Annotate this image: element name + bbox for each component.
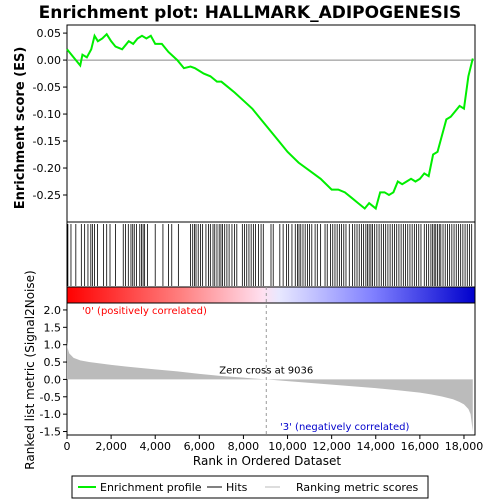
rank-color-bar — [66, 286, 476, 304]
positive-label: '0' (positively correlated) — [82, 306, 207, 317]
es-ytick-label: -0.10 — [33, 108, 61, 121]
es-ytick-label: -0.05 — [33, 81, 61, 94]
x-axis-label: Rank in Ordered Dataset — [193, 454, 341, 468]
enrichment-profile-line — [66, 32, 474, 211]
x-tick-label: 2,000 — [95, 440, 127, 453]
legend-hits-label: Hits — [226, 481, 248, 494]
metric-ytick-label: -1.5 — [40, 426, 61, 439]
metric-ytick-label: -1.0 — [40, 408, 61, 421]
chart-title: Enrichment plot: HALLMARK_ADIPOGENESIS — [39, 3, 462, 23]
x-tick-label: 6,000 — [184, 440, 216, 453]
es-axis-label: Enrichment score (ES) — [13, 47, 28, 210]
x-tick-label: 0 — [64, 440, 71, 453]
metric-ytick-label: -0.5 — [40, 391, 61, 404]
x-tick-label: 8,000 — [228, 440, 260, 453]
es-ytick-label: 0.05 — [37, 27, 62, 40]
x-tick-label: 4,000 — [139, 440, 171, 453]
negative-label: '3' (negatively correlated) — [280, 422, 409, 433]
metric-ytick-label: 0.0 — [44, 373, 62, 386]
es-ytick-label: -0.25 — [33, 189, 61, 202]
metric-ytick-label: 1.5 — [44, 321, 62, 334]
legend — [71, 475, 429, 499]
metric-ytick-label: 1.0 — [44, 339, 62, 352]
x-tick-label: 10,000 — [268, 440, 307, 453]
metric-ytick-label: 2.0 — [44, 304, 62, 317]
x-tick-label: 18,000 — [445, 440, 484, 453]
x-tick-label: 16,000 — [401, 440, 440, 453]
legend-metric-label: Ranking metric scores — [296, 481, 418, 494]
metric-ytick-label: 0.5 — [44, 356, 62, 369]
zero-cross-label: Zero cross at 9036 — [219, 365, 313, 376]
es-ytick-label: -0.20 — [33, 162, 61, 175]
x-tick-label: 12,000 — [312, 440, 351, 453]
es-ytick-label: -0.15 — [33, 135, 61, 148]
es-ytick-label: 0.00 — [37, 54, 62, 67]
ranking-metric-area — [67, 341, 473, 432]
x-tick-label: 14,000 — [357, 440, 396, 453]
legend-es-label: Enrichment profile — [100, 481, 202, 494]
es-panel — [66, 24, 476, 223]
metric-axis-label: Ranked list metric (Signal2Noise) — [23, 270, 37, 469]
